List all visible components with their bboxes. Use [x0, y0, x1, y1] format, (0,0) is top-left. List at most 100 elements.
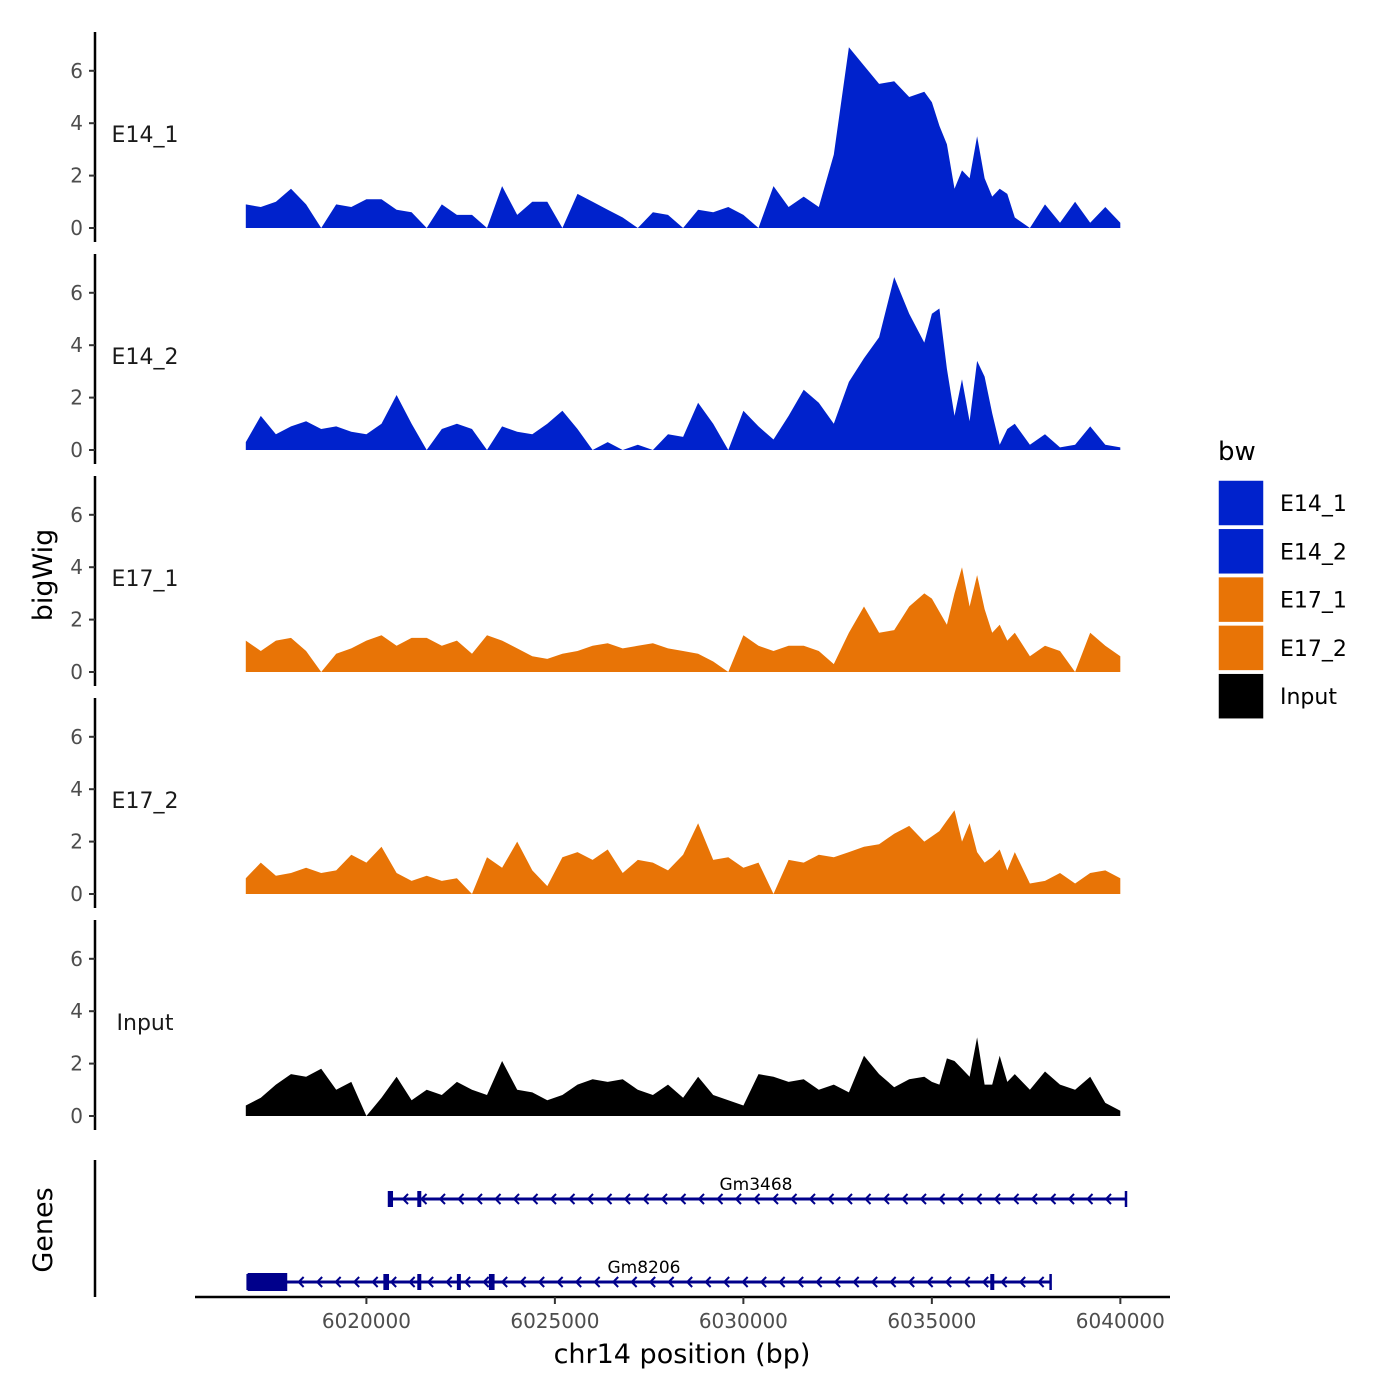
strand-arrow: [870, 1276, 878, 1288]
strand-arrow: [1067, 1193, 1075, 1205]
strand-arrow: [778, 1276, 786, 1288]
gene-exon: [247, 1273, 288, 1291]
strand-arrow: [556, 1276, 564, 1288]
legend-swatch: [1217, 575, 1265, 624]
y-tick-label: 2: [70, 608, 83, 632]
strand-arrow: [753, 1193, 761, 1205]
strand-arrow: [457, 1193, 465, 1205]
strand-arrow: [586, 1193, 594, 1205]
strand-arrow: [938, 1193, 946, 1205]
strand-arrow: [1086, 1193, 1094, 1205]
x-axis-title: chr14 position (bp): [554, 1339, 811, 1370]
gene-label: Gm3468: [720, 1175, 793, 1195]
legend-item-E17_1: E17_1: [1217, 575, 1347, 624]
x-axis: 6020000 6025000 6030000 6035000 6040000: [195, 1295, 1170, 1333]
strand-arrow: [1000, 1276, 1008, 1288]
legend-label: E14_2: [1280, 540, 1347, 565]
x-tick-label: 6035000: [887, 1309, 976, 1333]
gene-exon: [990, 1274, 995, 1290]
strand-arrow: [944, 1276, 952, 1288]
track-label: Input: [117, 1011, 174, 1036]
strand-arrow: [630, 1276, 638, 1288]
strand-arrow: [734, 1193, 742, 1205]
area-E17_1: [245, 567, 1121, 672]
track-E14_1: 0 2 4 6 E14_1: [70, 32, 1121, 242]
strand-arrow: [426, 1276, 434, 1288]
y-tick-label: 4: [70, 777, 83, 801]
strand-arrow: [482, 1276, 490, 1288]
gene-exon: [456, 1274, 461, 1290]
strand-arrow: [605, 1193, 613, 1205]
legend-item-E14_2: E14_2: [1217, 527, 1347, 576]
strand-arrow: [1012, 1193, 1020, 1205]
gene-Gm3468: Gm3468: [387, 1175, 1128, 1207]
strand-arrow: [1104, 1193, 1112, 1205]
y-tick-label: 0: [70, 660, 83, 684]
y-tick-label: 2: [70, 1052, 83, 1076]
genes-panel: Gm3468 Gm8206: [93, 1160, 1128, 1297]
strand-arrow: [611, 1276, 619, 1288]
strand-arrow: [667, 1276, 675, 1288]
track-E17_1: 0 2 4 6 E17_1: [70, 476, 1121, 686]
strand-arrow: [771, 1193, 779, 1205]
strand-arrow: [537, 1276, 545, 1288]
y-tick-label: 6: [70, 59, 83, 83]
strand-arrow: [445, 1276, 453, 1288]
strand-arrow: [519, 1276, 527, 1288]
gene-exon: [417, 1274, 422, 1290]
strand-arrow: [500, 1276, 508, 1288]
y-tick-label: 2: [70, 386, 83, 410]
strand-arrow: [963, 1276, 971, 1288]
legend-label: E14_1: [1280, 492, 1347, 517]
strand-arrow: [833, 1276, 841, 1288]
strand-arrow: [401, 1193, 409, 1205]
strand-arrow: [864, 1193, 872, 1205]
strand-arrow: [1037, 1276, 1045, 1288]
area-E14_2: [245, 277, 1121, 450]
x-tick-label: 6020000: [322, 1309, 411, 1333]
area-E14_1: [245, 47, 1121, 229]
legend-item-E14_1: E14_1: [1217, 479, 1347, 527]
strand-arrow: [882, 1193, 890, 1205]
legend-swatch: [1217, 672, 1265, 720]
legend-label: E17_2: [1280, 637, 1347, 662]
track-E17_2: 0 2 4 6 E17_2: [70, 698, 1121, 908]
y-tick-label: 0: [70, 1104, 83, 1128]
strand-arrow: [494, 1193, 502, 1205]
strand-arrow: [1049, 1193, 1057, 1205]
strand-arrow: [371, 1276, 379, 1288]
strand-arrow: [660, 1193, 668, 1205]
strand-arrow: [642, 1193, 650, 1205]
legend-item-E17_2: E17_2: [1217, 624, 1347, 672]
strand-arrow: [907, 1276, 915, 1288]
strand-arrow: [759, 1276, 767, 1288]
strand-arrow: [790, 1193, 798, 1205]
strand-arrow: [389, 1276, 397, 1288]
strand-arrow: [334, 1276, 342, 1288]
strand-arrow: [704, 1276, 712, 1288]
strand-arrow: [741, 1276, 749, 1288]
strand-arrow: [827, 1193, 835, 1205]
strand-arrow: [420, 1193, 428, 1205]
strand-arrow: [697, 1193, 705, 1205]
y-tick-label: 4: [70, 333, 83, 357]
track-panels: 0 2 4 6 E14_1 0 2 4 6 E14_2 0 2 4 6 E17_1 0 2 4 6 E17_2 0 2 4 6…: [70, 32, 1121, 1130]
track-label: E17_2: [112, 789, 179, 814]
legend-label: E17_1: [1280, 589, 1347, 614]
y-tick-label: 6: [70, 725, 83, 749]
legend-title: bw: [1218, 437, 1256, 467]
strand-arrow: [574, 1276, 582, 1288]
strand-arrow: [1030, 1193, 1038, 1205]
legend-label: Input: [1280, 685, 1337, 710]
strand-arrow: [593, 1276, 601, 1288]
genes-axis-title: Genes: [28, 1187, 59, 1272]
strand-arrow: [796, 1276, 804, 1288]
y-tick-label: 0: [70, 882, 83, 906]
gene-exon: [488, 1274, 495, 1290]
strand-arrow: [993, 1193, 1001, 1205]
track-Input: 0 2 4 6 Input: [70, 920, 1121, 1130]
track-label: E17_1: [112, 567, 179, 592]
y-tick-label: 4: [70, 111, 83, 135]
strand-arrow: [408, 1276, 416, 1288]
legend-swatch: [1217, 624, 1265, 672]
